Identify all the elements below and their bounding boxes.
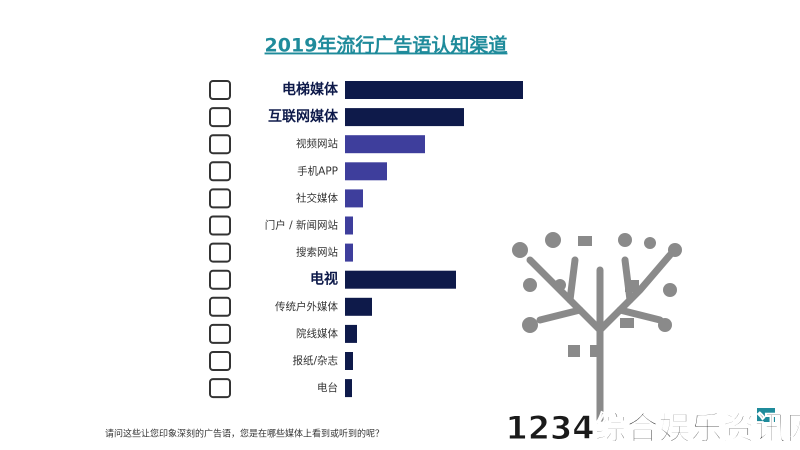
- category-label: 电视: [310, 271, 338, 288]
- category-label: 社交媒体: [296, 191, 338, 204]
- bar: [345, 162, 387, 181]
- bar: [345, 189, 363, 208]
- bar: [345, 135, 425, 154]
- category-label: 搜索网站: [296, 246, 338, 259]
- bar: [345, 270, 456, 289]
- category-label: 视频网站: [296, 137, 338, 150]
- media-icon: [209, 161, 231, 182]
- tree-graphic: [526, 251, 674, 424]
- media-icon: [209, 242, 231, 263]
- category-label: 电台: [317, 381, 338, 394]
- bar: [345, 108, 464, 127]
- category-label: 手机APP: [297, 164, 338, 177]
- logo-block: [757, 408, 775, 422]
- bar: [345, 379, 352, 398]
- bar: [345, 352, 353, 370]
- media-icon: [209, 351, 231, 371]
- media-icon: [209, 378, 231, 399]
- bar: [345, 243, 353, 262]
- bar: [345, 297, 372, 316]
- bar: [345, 81, 523, 99]
- media-icon: [209, 80, 231, 100]
- category-label: 门户 / 新闻网站: [265, 219, 339, 232]
- category-label: 院线媒体: [296, 327, 338, 340]
- category-label: 互联网媒体: [268, 108, 339, 125]
- media-icon: [209, 269, 231, 290]
- bar: [345, 216, 353, 235]
- chart-title: 2019年流行广告语认知渠道: [265, 34, 508, 57]
- media-icon: [209, 296, 231, 317]
- media-icon: [209, 323, 231, 344]
- media-icon: [209, 134, 231, 155]
- category-label: 传统户外媒体: [275, 300, 338, 313]
- watermark: 1234综合娱乐资讯网: [505, 409, 800, 447]
- category-label: 电梯媒体: [282, 81, 339, 98]
- icons: [209, 80, 231, 399]
- footnote: 请问这些让您印象深刻的广告语，您是在哪些媒体上看到或听到的呢？: [105, 428, 384, 440]
- media-icon: [209, 107, 231, 128]
- category-label: 报纸/杂志: [292, 354, 338, 367]
- tree-icons: [512, 232, 682, 357]
- media-icon: [209, 215, 231, 236]
- media-icon: [209, 188, 231, 209]
- bar: [345, 324, 357, 343]
